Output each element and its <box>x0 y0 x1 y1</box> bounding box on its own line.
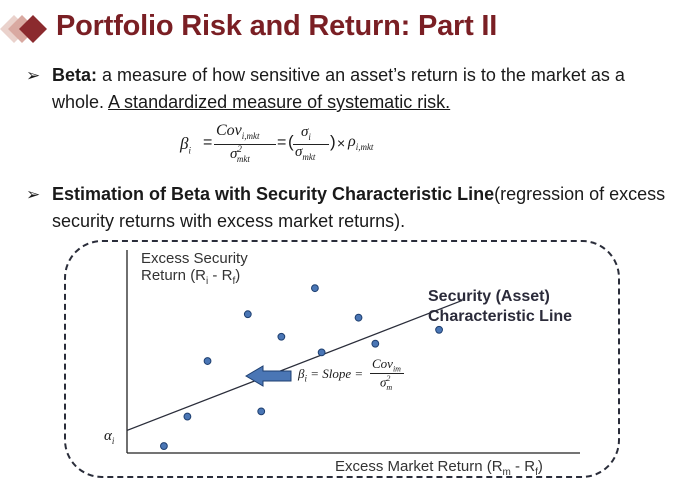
bullet-lead: Beta: <box>52 65 98 85</box>
beta-symbol: β <box>180 134 189 153</box>
scatter-point <box>160 442 168 450</box>
cov-numerator: Covi,mkt <box>216 122 260 142</box>
bullet-beta: ➢ Beta: a measure of how sensitive an as… <box>26 62 676 112</box>
paren-close: ) <box>330 132 336 151</box>
title-diamond-icon <box>0 15 47 43</box>
scatter-point <box>243 310 252 319</box>
intercept-label: αi <box>104 428 115 446</box>
slope-fraction-bar <box>370 373 404 374</box>
bullet-arrow-icon: ➢ <box>26 66 41 85</box>
beta-formula: βi = Covi,mkt σ2mkt = ( σi σmkt ) × ρi,m… <box>180 122 374 164</box>
bullet-text: (regression of excess <box>494 184 666 204</box>
bullet-text-cont: whole. <box>52 92 109 112</box>
bullet-underlined-text: A standardized measure of systematic ris… <box>108 92 451 112</box>
chart-frame <box>64 240 620 478</box>
scatter-point <box>311 284 319 293</box>
scatter-point <box>435 325 443 334</box>
bullet-lead: Estimation of Beta with Security Charact… <box>52 184 495 204</box>
scatter-point <box>317 348 326 357</box>
slope-arrow-icon <box>245 365 292 387</box>
rho-symbol: ρi,mkt <box>348 133 374 153</box>
regression-line <box>126 299 463 432</box>
equals-sign: = <box>203 134 213 151</box>
ratio-denominator: σmkt <box>295 144 316 162</box>
scatter-point <box>203 357 212 365</box>
bullet-estimation: ➢ Estimation of Beta with Security Chara… <box>26 181 676 231</box>
scatter-point <box>183 412 192 421</box>
page-title: Portfolio Risk and Return: Part II <box>56 10 498 42</box>
x-axis-label: Excess Market Return (Rm - Rf) <box>335 458 543 478</box>
bullet-arrow-icon: ➢ <box>26 185 41 204</box>
sigma-denominator: σ2mkt <box>230 144 250 164</box>
ratio-numerator: σi <box>301 124 311 142</box>
scatter-point <box>257 407 266 416</box>
paren-open: ( <box>288 132 294 151</box>
characteristic-line-label: Security (Asset) Characteristic Line <box>428 288 573 325</box>
times-sign: × <box>337 135 346 151</box>
ratio-bar <box>293 144 329 145</box>
bullet-text-cont: security returns with excess market retu… <box>52 211 406 231</box>
y-axis-label: Excess Security Return (Ri - Rf) <box>141 250 248 287</box>
fraction-bar <box>214 144 276 145</box>
slope-formula: βi = Slope = Covim σ2m <box>298 356 428 400</box>
bullet-text: a measure of how sensitive an asset’s re… <box>97 65 625 85</box>
equals-sign-2: = <box>277 134 287 151</box>
scatter-point <box>277 332 286 341</box>
scatter-points <box>160 284 443 450</box>
scatter-point <box>371 339 380 348</box>
scatter-point <box>354 313 363 322</box>
